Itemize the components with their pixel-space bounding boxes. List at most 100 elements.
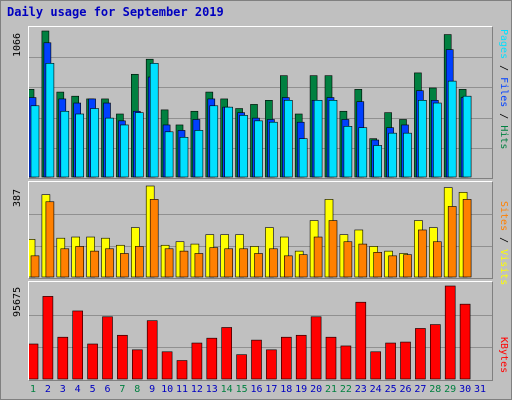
visits-legend: Visits <box>498 249 509 286</box>
day-label: 20 <box>310 384 323 395</box>
sites-bar <box>343 241 353 278</box>
day-label: 13 <box>205 384 218 395</box>
kbytes-bar <box>310 316 322 380</box>
pages-legend: Pages <box>498 29 509 60</box>
kbytes-bar <box>221 327 232 380</box>
legend-sep: / <box>498 107 509 126</box>
sites-bar <box>403 254 412 278</box>
files-legend: Files <box>498 77 509 108</box>
sites-bar <box>388 255 397 278</box>
kbytes-bar <box>146 320 158 380</box>
pages-bar <box>30 105 40 178</box>
kbytes-bar <box>29 343 39 380</box>
sites-bar <box>358 243 368 278</box>
sites-bar <box>418 229 427 278</box>
kbytes-bar <box>117 334 128 380</box>
sites-bar <box>373 252 383 278</box>
pages-bar <box>388 132 397 178</box>
hits-files-pages-panel <box>28 26 493 179</box>
kbytes-panel <box>28 281 493 381</box>
kbytes-bar <box>415 328 426 380</box>
legend-sep: / <box>498 59 509 78</box>
pages-bar <box>45 63 55 178</box>
day-label: 10 <box>161 384 174 395</box>
pages-bar <box>447 80 457 178</box>
pages-bar <box>373 145 383 178</box>
sites-bar <box>269 248 278 278</box>
pages-bar <box>418 100 427 178</box>
pages-bar <box>298 138 308 178</box>
sites-bar <box>313 236 323 278</box>
pages-bar <box>209 105 219 178</box>
day-label: 7 <box>119 384 126 395</box>
hits-legend: Hits <box>498 125 509 150</box>
sites-bar <box>164 248 174 278</box>
sites-bar <box>75 246 85 278</box>
sites-bar <box>239 248 248 278</box>
day-label: 1 <box>29 384 37 395</box>
kbytes-bar <box>206 337 218 380</box>
pages-bar <box>343 126 353 178</box>
day-label: 9 <box>149 384 156 395</box>
sites-bar <box>105 248 114 278</box>
day-label: 2 <box>44 384 51 395</box>
sites-bar <box>30 255 40 278</box>
kbytes-bar <box>176 360 188 380</box>
pages-bar <box>313 100 323 178</box>
sites-bar <box>209 247 219 278</box>
pages-bar <box>432 102 442 178</box>
kbytes-bar <box>355 301 367 380</box>
sites-bar <box>462 199 472 278</box>
sites-bar <box>328 220 338 278</box>
kbytes-bar <box>57 336 69 380</box>
day-label: 6 <box>104 384 111 395</box>
sites-bar <box>284 255 293 278</box>
kbytes-bar <box>72 310 84 380</box>
day-label: 16 <box>250 384 263 395</box>
day-label: 8 <box>134 384 141 395</box>
kbytes-bar <box>132 349 143 380</box>
day-label: 28 <box>429 384 442 395</box>
pages-bar <box>60 110 70 178</box>
sites-bar <box>120 253 129 278</box>
sites-bar <box>254 253 263 278</box>
sites-bar <box>447 206 457 278</box>
y-max-label-kbytes: 95675 <box>12 286 23 317</box>
kbytes-bar <box>385 342 396 380</box>
y-max-label-visits: 387 <box>12 188 23 207</box>
kbytes-bar <box>325 336 337 380</box>
sites-bar <box>179 250 189 278</box>
sites-bar <box>224 248 233 278</box>
kbytes-bar <box>102 316 113 380</box>
kbytes-plot <box>29 285 492 380</box>
day-label: 25 <box>384 384 397 395</box>
pages-bar <box>90 108 99 178</box>
sites-bar <box>298 254 308 278</box>
kbytes-bar <box>281 336 292 380</box>
visits-sites-plot <box>29 185 492 278</box>
pages-bar <box>462 95 472 178</box>
day-label: 22 <box>339 384 352 395</box>
sites-bar <box>45 201 55 278</box>
pages-bar <box>403 132 412 178</box>
pages-bar <box>358 127 368 178</box>
kbytes-bar <box>340 345 352 380</box>
legend-sep: / <box>498 231 509 250</box>
kbytes-bar <box>266 349 277 380</box>
sites-legend: Sites <box>498 201 509 232</box>
kbytes-bar <box>161 351 173 380</box>
pages-bar <box>179 136 189 178</box>
kbytes-bar <box>87 343 98 380</box>
kbytes-bar <box>400 341 411 380</box>
day-label: 27 <box>414 384 427 395</box>
day-label: 18 <box>280 384 293 395</box>
pages-bar <box>120 124 129 178</box>
day-label: 26 <box>399 384 412 395</box>
pages-bar <box>75 113 85 178</box>
pages-bar <box>105 117 114 178</box>
pages-bar <box>135 112 144 178</box>
day-label: 23 <box>354 384 367 395</box>
day-label: 15 <box>235 384 248 395</box>
kbytes-bar <box>191 342 203 380</box>
